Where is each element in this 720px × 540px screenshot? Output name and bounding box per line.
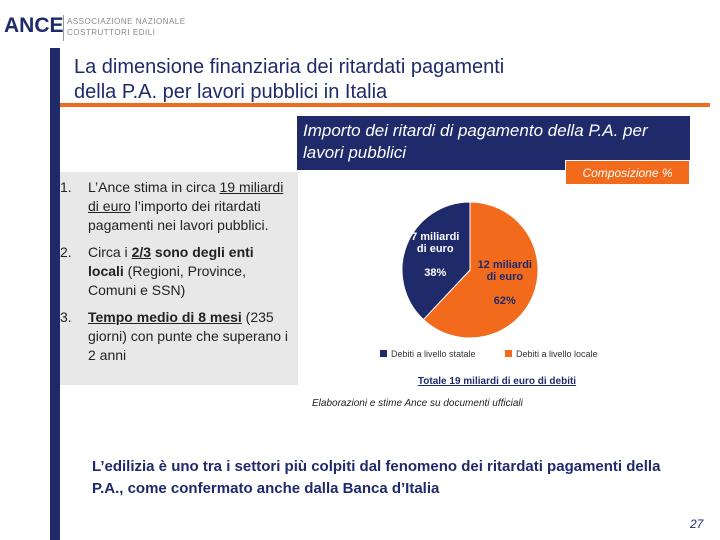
list-text: Circa i (88, 244, 132, 260)
pie-slice (401, 201, 471, 321)
title-line: La dimensione finanziaria dei ritardati … (74, 56, 505, 78)
title-line: della P.A. per lavori pubblici in Italia (74, 81, 388, 103)
slice-label: 7 miliardi di euro (411, 231, 459, 255)
side-bar (50, 48, 60, 540)
legend-label: Debiti a livello locale (516, 349, 598, 359)
title: La dimensione finanziaria dei ritardati … (74, 55, 504, 105)
logo-divider (63, 15, 64, 41)
list-text: sono degli enti locali (88, 244, 254, 279)
list-item: 3. Tempo medio di 8 mesi (235 giorni) con… (60, 308, 290, 365)
logo-line: ASSOCIAZIONE NAZIONALE (67, 17, 186, 26)
logo-name: ANCE (4, 14, 64, 37)
list-text: 2/3 (131, 244, 152, 260)
list-text: Tempo medio di 8 mesi (88, 309, 242, 325)
list-text: (235 giorni) con punte che superano i 2 … (88, 309, 289, 363)
chart-source: Elaborazioni e stime Ance su documenti u… (312, 398, 524, 409)
logo-line: COSTRUTTORI EDILI (67, 28, 156, 37)
list-number: 1. (60, 179, 72, 195)
list-text: L’Ance stima in circa (88, 179, 220, 195)
chart-subtitle: Composizione % (565, 160, 690, 185)
chart-total: Totale 19 miliardi di euro di debiti (418, 376, 576, 387)
list-item: 1. L’Ance stima in circa 19 miliardi di e… (60, 178, 290, 235)
list-number: 3. (60, 309, 72, 325)
pie-slice (422, 201, 539, 339)
legend-swatch (505, 350, 512, 357)
conclusion: L’edilizia è uno tra i settori più colpi… (92, 458, 661, 497)
list-number: 2. (60, 244, 72, 260)
value-label: 62% (494, 295, 516, 307)
slice-label: 12 miliardi di euro (478, 259, 532, 283)
legend-swatch (380, 350, 387, 357)
value-label: 38% (424, 267, 446, 279)
chart: 12 miliardi di euro 62% 7 miliardi di euro 38… (312, 201, 598, 409)
list-text: 19 miliardi di euro (88, 179, 284, 214)
chart-title: Importo dei ritardi di pagamento della P… (297, 116, 690, 170)
list-text: (Regioni, Province, Comuni e SSN) (88, 263, 246, 298)
page-number: 27 (690, 517, 704, 531)
text-box: 1. L’Ance stima in circa 19 miliardi di e… (60, 172, 298, 385)
list-text: l’importo dei ritardati pagamenti nei la… (88, 198, 269, 233)
title-rule (60, 103, 710, 107)
legend-label: Debiti a livello statale (391, 349, 476, 359)
list-item: 2. Circa i 2/3 sono degli enti locali (Re… (60, 243, 290, 300)
